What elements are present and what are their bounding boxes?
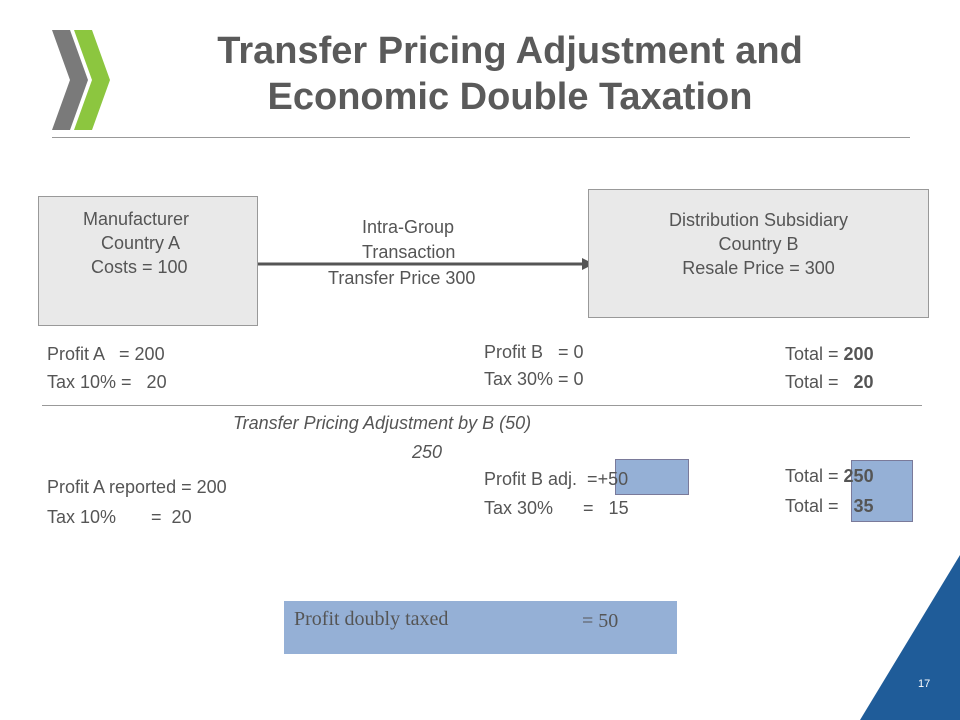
- corner-triangle: [860, 555, 960, 720]
- text-line: Tax 30% = 0: [484, 369, 584, 389]
- highlighted-value: +50: [597, 469, 629, 489]
- title-line: Transfer Pricing Adjustment and: [217, 30, 803, 72]
- adjustment-text: Transfer Pricing Adjustment by B (50): [233, 413, 532, 433]
- total-value: 20: [853, 372, 874, 392]
- box-line: Resale Price = 300: [682, 258, 835, 278]
- total-label: Total =: [785, 344, 844, 364]
- page-number: 17: [918, 678, 931, 690]
- divider: [52, 137, 910, 138]
- box-line: Distribution Subsidiary: [668, 210, 849, 230]
- arrow-label: Transfer Price 300: [328, 268, 476, 288]
- highlight: [851, 460, 913, 522]
- result-box: [284, 601, 677, 654]
- total-value: 35: [853, 496, 874, 516]
- text-line: Profit A reported = 200: [47, 477, 227, 497]
- logo-chevron: [52, 30, 88, 130]
- text-line: Profit B adj. =: [484, 469, 598, 489]
- result-label: Profit doubly taxed: [294, 608, 449, 630]
- title: Transfer Pricing Adjustment and Economic …: [110, 28, 910, 120]
- total-value: 200: [843, 344, 874, 364]
- box-line: Country A: [101, 233, 181, 253]
- box-line: Costs = 100: [91, 257, 188, 277]
- result-value: = 50: [582, 610, 619, 632]
- text-line: Profit B = 0: [484, 342, 584, 362]
- divider: [42, 405, 922, 406]
- logo-chevron: [74, 30, 110, 130]
- total-label: Total =: [785, 372, 854, 392]
- total-label: Total =: [785, 466, 844, 486]
- highlight: [615, 459, 689, 495]
- text-line: Tax 10% = 20: [47, 372, 167, 392]
- arrow-label: Intra-Group: [362, 217, 455, 237]
- text-line: Tax 30% = 15: [484, 498, 629, 518]
- entity-box: Distribution Subsidiary Country B Resale…: [588, 189, 929, 318]
- text-line: Tax 10% = 20: [47, 507, 192, 527]
- text-line: Profit A = 200: [47, 344, 165, 364]
- adjustment-text: 250: [412, 442, 443, 462]
- entity-box: Manufacturer Country A Costs = 100: [38, 196, 258, 326]
- total-value: 250: [843, 466, 874, 486]
- total-label: Total =: [785, 496, 854, 516]
- title-line: Economic Double Taxation: [267, 76, 753, 118]
- box-line: Country B: [718, 234, 799, 254]
- arrow-label: Transaction: [362, 242, 456, 262]
- box-line: Manufacturer: [83, 209, 190, 229]
